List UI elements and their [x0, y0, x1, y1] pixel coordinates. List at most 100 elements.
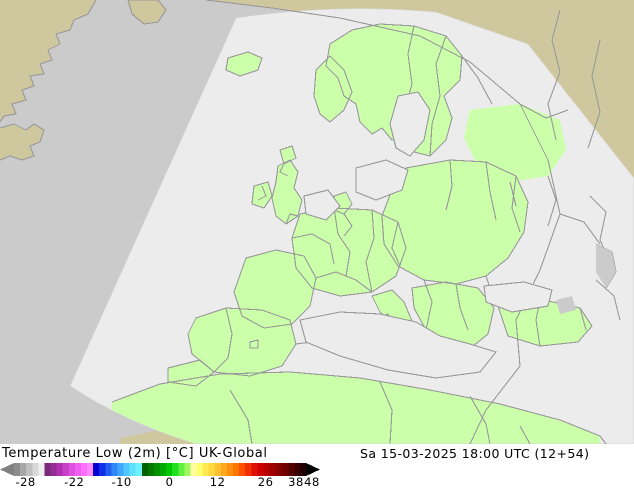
coast-eastern-landmass	[205, 0, 561, 444]
shade-north-africa	[110, 372, 600, 444]
border-denmark-germany	[343, 213, 353, 237]
colorbar-swatch	[214, 463, 222, 476]
colorbar-swatch	[14, 463, 21, 476]
colorbar-tick-label: 48	[304, 475, 320, 489]
border-alps	[315, 271, 373, 293]
colorbar-swatch	[44, 463, 52, 476]
colorbar-swatch	[99, 463, 106, 476]
colorbar-swatch	[62, 463, 70, 476]
colorbar-swatch	[239, 463, 246, 476]
colorbar-swatch	[257, 463, 265, 476]
border-ukraine-east	[511, 175, 521, 233]
colorbar-tick-label: -22	[64, 475, 85, 489]
colorbar-swatch	[196, 463, 204, 476]
border-algeria-tunisia	[379, 381, 393, 444]
shade-norway-coast	[314, 56, 352, 122]
colorbar-swatch	[105, 463, 112, 476]
colorbar-swatch	[226, 463, 234, 476]
colorbar-tick-label: 0	[165, 475, 174, 489]
border-russia-inner-1	[547, 175, 557, 227]
colorbar-swatch	[275, 463, 283, 476]
colorbar-swatch	[299, 463, 307, 476]
coast-scotland	[279, 145, 297, 165]
colorbar-tick-labels: -28 -22 -10 0 12 26 38 48	[0, 475, 320, 489]
out-of-domain-lakes	[556, 244, 616, 314]
colorbar-swatch	[129, 463, 137, 476]
colorbar-swatch	[74, 463, 82, 476]
colorbar-tick-label: 26	[257, 475, 274, 489]
colorbar-swatch	[32, 463, 39, 476]
shade-iceland	[226, 52, 262, 76]
black-sea	[483, 281, 553, 313]
map-canvas[interactable]	[0, 0, 634, 444]
border-balkan-2	[455, 283, 469, 331]
shade-france	[234, 250, 316, 328]
coast-morocco	[167, 359, 215, 387]
colorbar-under-arrow	[0, 463, 14, 476]
border-russia-far-3	[519, 103, 569, 119]
colorbar-swatch	[190, 463, 198, 476]
border-caucasus-south	[595, 279, 621, 321]
coast-greenland-south	[0, 123, 45, 161]
legend-title: Temperature Low (2m) [°C] UK-Global	[2, 446, 268, 461]
colorbar-swatch	[245, 463, 252, 476]
greenland-south-lobe	[0, 124, 44, 160]
colorbar-swatch	[68, 463, 76, 476]
colorbar-tick-label: 12	[209, 475, 226, 489]
colorbar-swatch	[293, 463, 301, 476]
border-poland-west	[365, 209, 375, 293]
coast-island-small	[249, 339, 259, 349]
legend-panel: Temperature Low (2m) [°C] UK-Global Sa 1…	[0, 444, 634, 490]
sea-overlay-layer	[299, 91, 553, 379]
shade-western-russia	[464, 104, 566, 182]
colorbar-swatch	[93, 463, 100, 476]
border-balkan-1	[423, 279, 433, 331]
colorbar-swatch	[38, 463, 46, 476]
border-germany-east	[333, 207, 351, 277]
border-northern-ireland	[257, 185, 267, 201]
coast-central-europe	[291, 207, 407, 297]
colorbar-swatch	[111, 463, 119, 476]
border-belarus-east	[485, 161, 497, 221]
shade-fennoscandia	[326, 24, 462, 156]
coast-fennoscandia	[325, 23, 463, 157]
shade-central-europe	[292, 208, 406, 296]
baltic-sea	[355, 159, 409, 201]
border-benelux	[291, 233, 335, 265]
coast-iberia	[187, 307, 297, 377]
out-of-domain-border-layer	[0, 0, 621, 444]
colorbar-over-arrow	[306, 463, 320, 476]
colorbar-swatch	[220, 463, 228, 476]
border-morocco-algeria	[229, 389, 253, 444]
colorbar-swatch	[202, 463, 210, 476]
colorbar	[0, 463, 320, 476]
coast-norway	[313, 55, 353, 123]
colorbar-svg	[0, 463, 320, 476]
colorbar-swatch	[269, 463, 277, 476]
colorbar-tick-label: -10	[111, 475, 132, 489]
border-sweden-finland	[429, 35, 447, 157]
gulf-of-bothnia	[389, 91, 431, 157]
map-panel[interactable]	[0, 0, 634, 444]
colorbar-swatch	[26, 463, 33, 476]
colorbar-swatch	[135, 463, 143, 476]
border-portugal	[213, 307, 233, 373]
border-russia-far-2	[587, 39, 601, 149]
border-egypt	[599, 435, 607, 444]
domain-boundary-outline	[70, 8, 634, 444]
coast-balkans	[411, 281, 495, 351]
shade-iberia	[188, 308, 296, 376]
shade-morocco	[168, 360, 214, 386]
north-sea	[303, 189, 341, 221]
colorbar-swatch	[141, 463, 149, 476]
coast-ireland	[251, 181, 273, 209]
colorbar-swatch	[50, 463, 58, 476]
colorbar-swatch	[80, 463, 88, 476]
colorbar-swatch	[184, 463, 192, 476]
shade-ireland	[252, 182, 272, 208]
coast-anatolia	[497, 299, 593, 347]
colorbar-swatch	[56, 463, 64, 476]
coast-svalbard	[127, 0, 167, 25]
caspian-sea-north	[596, 244, 616, 288]
colorbar-swatch	[281, 463, 289, 476]
